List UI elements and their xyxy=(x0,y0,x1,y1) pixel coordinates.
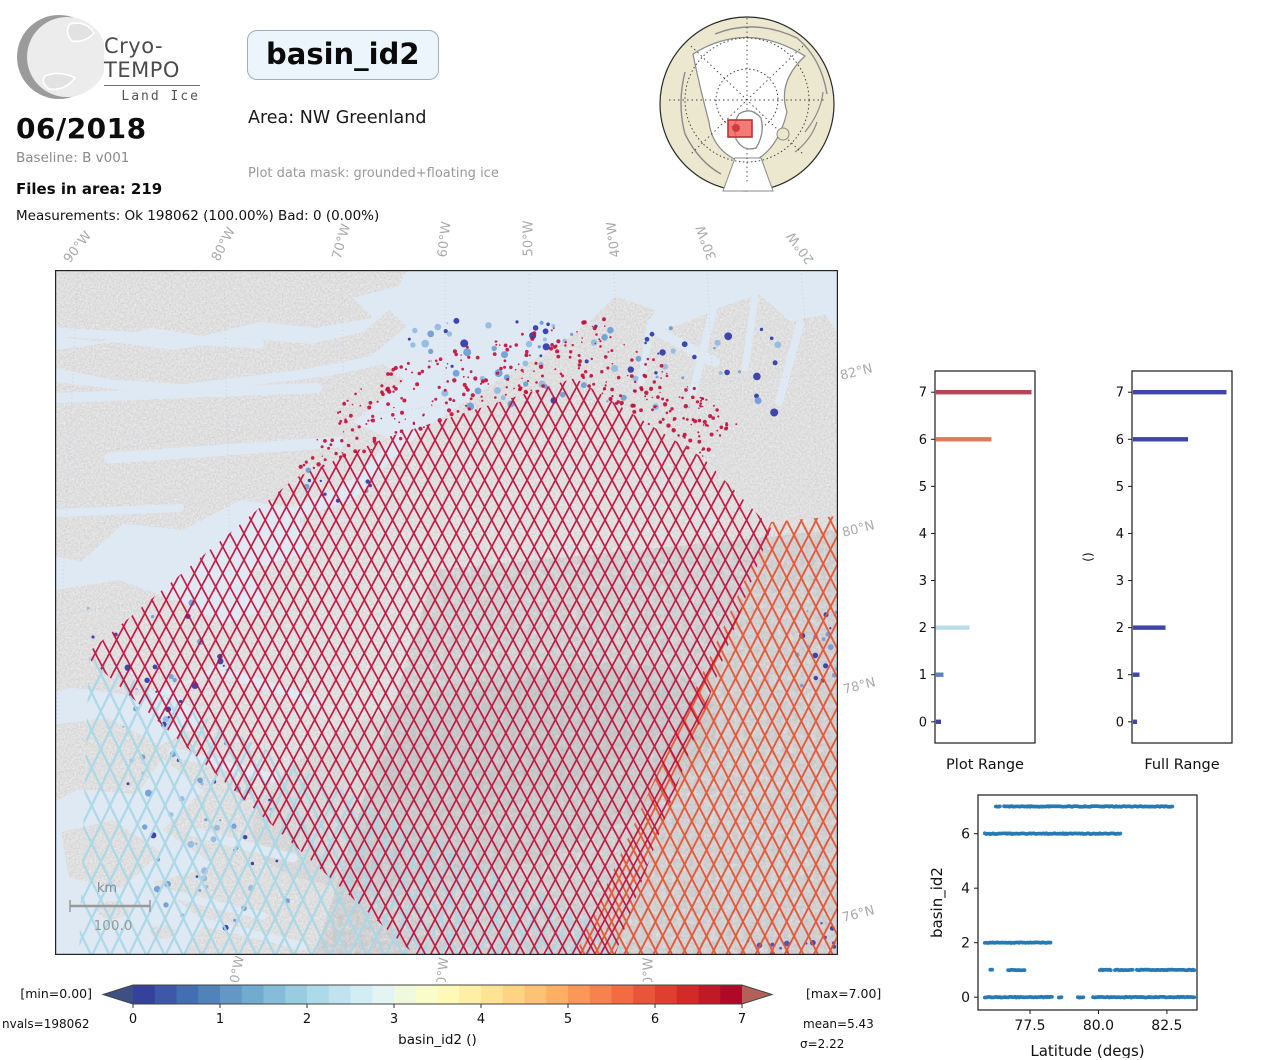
latitude-scatter-chart: 77.5 80.0 82.5 0 2 4 6 Latitude (degs) basin_id2 xyxy=(925,783,1225,1060)
svg-text:4: 4 xyxy=(477,1012,485,1027)
colorbar-sigma-label: σ=2.22 xyxy=(800,1037,845,1051)
svg-text:km: km xyxy=(97,881,117,896)
svg-text:3: 3 xyxy=(1116,574,1124,589)
svg-text:5: 5 xyxy=(1116,480,1124,495)
svg-text:0: 0 xyxy=(961,990,970,1006)
graticule-label: 80°W xyxy=(208,225,240,264)
date-heading: 06/2018 xyxy=(16,112,147,145)
svg-text:Full Range: Full Range xyxy=(1144,757,1219,773)
svg-text:basin_id2 (): basin_id2 () xyxy=(398,1032,477,1048)
colorbar: 0 1 2 3 4 5 6 7 basin_id2 () xyxy=(95,978,815,1057)
svg-text:1: 1 xyxy=(919,668,927,683)
svg-text:Plot Range: Plot Range xyxy=(946,757,1024,773)
svg-text:7: 7 xyxy=(1116,386,1124,401)
cryo-tempo-logo xyxy=(17,15,104,99)
svg-text:1: 1 xyxy=(216,1012,224,1027)
map-canvas: km 100.0 xyxy=(44,269,856,1002)
svg-text:82.5: 82.5 xyxy=(1151,1018,1182,1034)
inset-globe xyxy=(659,16,835,192)
graticule-label: 30°W xyxy=(693,223,721,262)
svg-text:2: 2 xyxy=(303,1012,311,1027)
svg-text:6: 6 xyxy=(651,1012,659,1027)
colorbar-mean-label: mean=5.43 xyxy=(803,1017,874,1031)
svg-text:5: 5 xyxy=(919,480,927,495)
graticule-label: 82°N xyxy=(838,361,875,384)
graticule-label: 50°W xyxy=(521,220,537,257)
graticule-label: 78°N xyxy=(841,675,878,698)
svg-text:basin_id2: basin_id2 xyxy=(928,867,947,938)
graticule-label: 60°W xyxy=(435,220,455,259)
svg-text:7: 7 xyxy=(919,386,927,401)
svg-text:(): () xyxy=(1081,552,1095,561)
svg-text:4: 4 xyxy=(919,527,927,542)
svg-text:6: 6 xyxy=(961,827,970,843)
inset-area-box xyxy=(727,119,753,138)
svg-text:2: 2 xyxy=(961,936,970,952)
files-in-area-label: Files in area: 219 xyxy=(16,180,163,198)
svg-text:1: 1 xyxy=(1116,668,1124,683)
svg-text:4: 4 xyxy=(961,881,970,897)
colorbar-nvals-label: nvals=198062 xyxy=(2,1017,90,1031)
logo-text-block: Cryo-TEMPO Land Ice xyxy=(104,34,200,104)
svg-text:0: 0 xyxy=(129,1012,137,1027)
graticule-label: 70°W xyxy=(329,222,355,261)
svg-text:4: 4 xyxy=(1116,527,1124,542)
variable-title-box: basin_id2 xyxy=(247,30,439,80)
svg-text:5: 5 xyxy=(564,1012,572,1027)
graticule-label: 40°W xyxy=(604,220,624,259)
baseline-label: Baseline: B v001 xyxy=(16,150,130,166)
svg-text:2: 2 xyxy=(919,621,927,636)
colorbar-min-label: [min=0.00] xyxy=(20,986,92,1001)
logo-title: Cryo-TEMPO xyxy=(104,34,200,86)
svg-text:0: 0 xyxy=(919,715,927,730)
svg-text:3: 3 xyxy=(390,1012,398,1027)
logo-subtitle: Land Ice xyxy=(121,89,200,104)
svg-text:80.0: 80.0 xyxy=(1083,1018,1114,1034)
svg-text:7: 7 xyxy=(738,1012,746,1027)
full-range-chart: 0 1 2 3 4 5 6 7 () Full Range xyxy=(1072,362,1247,781)
svg-text:77.5: 77.5 xyxy=(1014,1018,1045,1034)
area-label: Area: NW Greenland xyxy=(248,108,427,128)
plot-range-chart: 0 1 2 3 4 5 6 7 Plot Range xyxy=(898,362,1050,781)
graticule-label: 90°W xyxy=(60,228,95,267)
svg-text:100.0: 100.0 xyxy=(94,918,133,934)
svg-text:2: 2 xyxy=(1116,621,1124,636)
svg-text:6: 6 xyxy=(1116,433,1124,448)
measurements-label: Measurements: Ok 198062 (100.00%) Bad: 0… xyxy=(16,208,380,224)
graticule-label: 80°N xyxy=(840,518,877,541)
svg-text:6: 6 xyxy=(919,433,927,448)
colorbar-max-label: [max=7.00] xyxy=(806,986,882,1001)
graticule-label: 76°N xyxy=(840,903,877,926)
svg-text:Latitude (degs): Latitude (degs) xyxy=(1030,1042,1144,1058)
plot-data-mask-label: Plot data mask: grounded+floating ice xyxy=(248,166,499,181)
graticule-label: 20°W xyxy=(784,228,818,267)
svg-text:3: 3 xyxy=(919,574,927,589)
svg-text:0: 0 xyxy=(1116,715,1124,730)
